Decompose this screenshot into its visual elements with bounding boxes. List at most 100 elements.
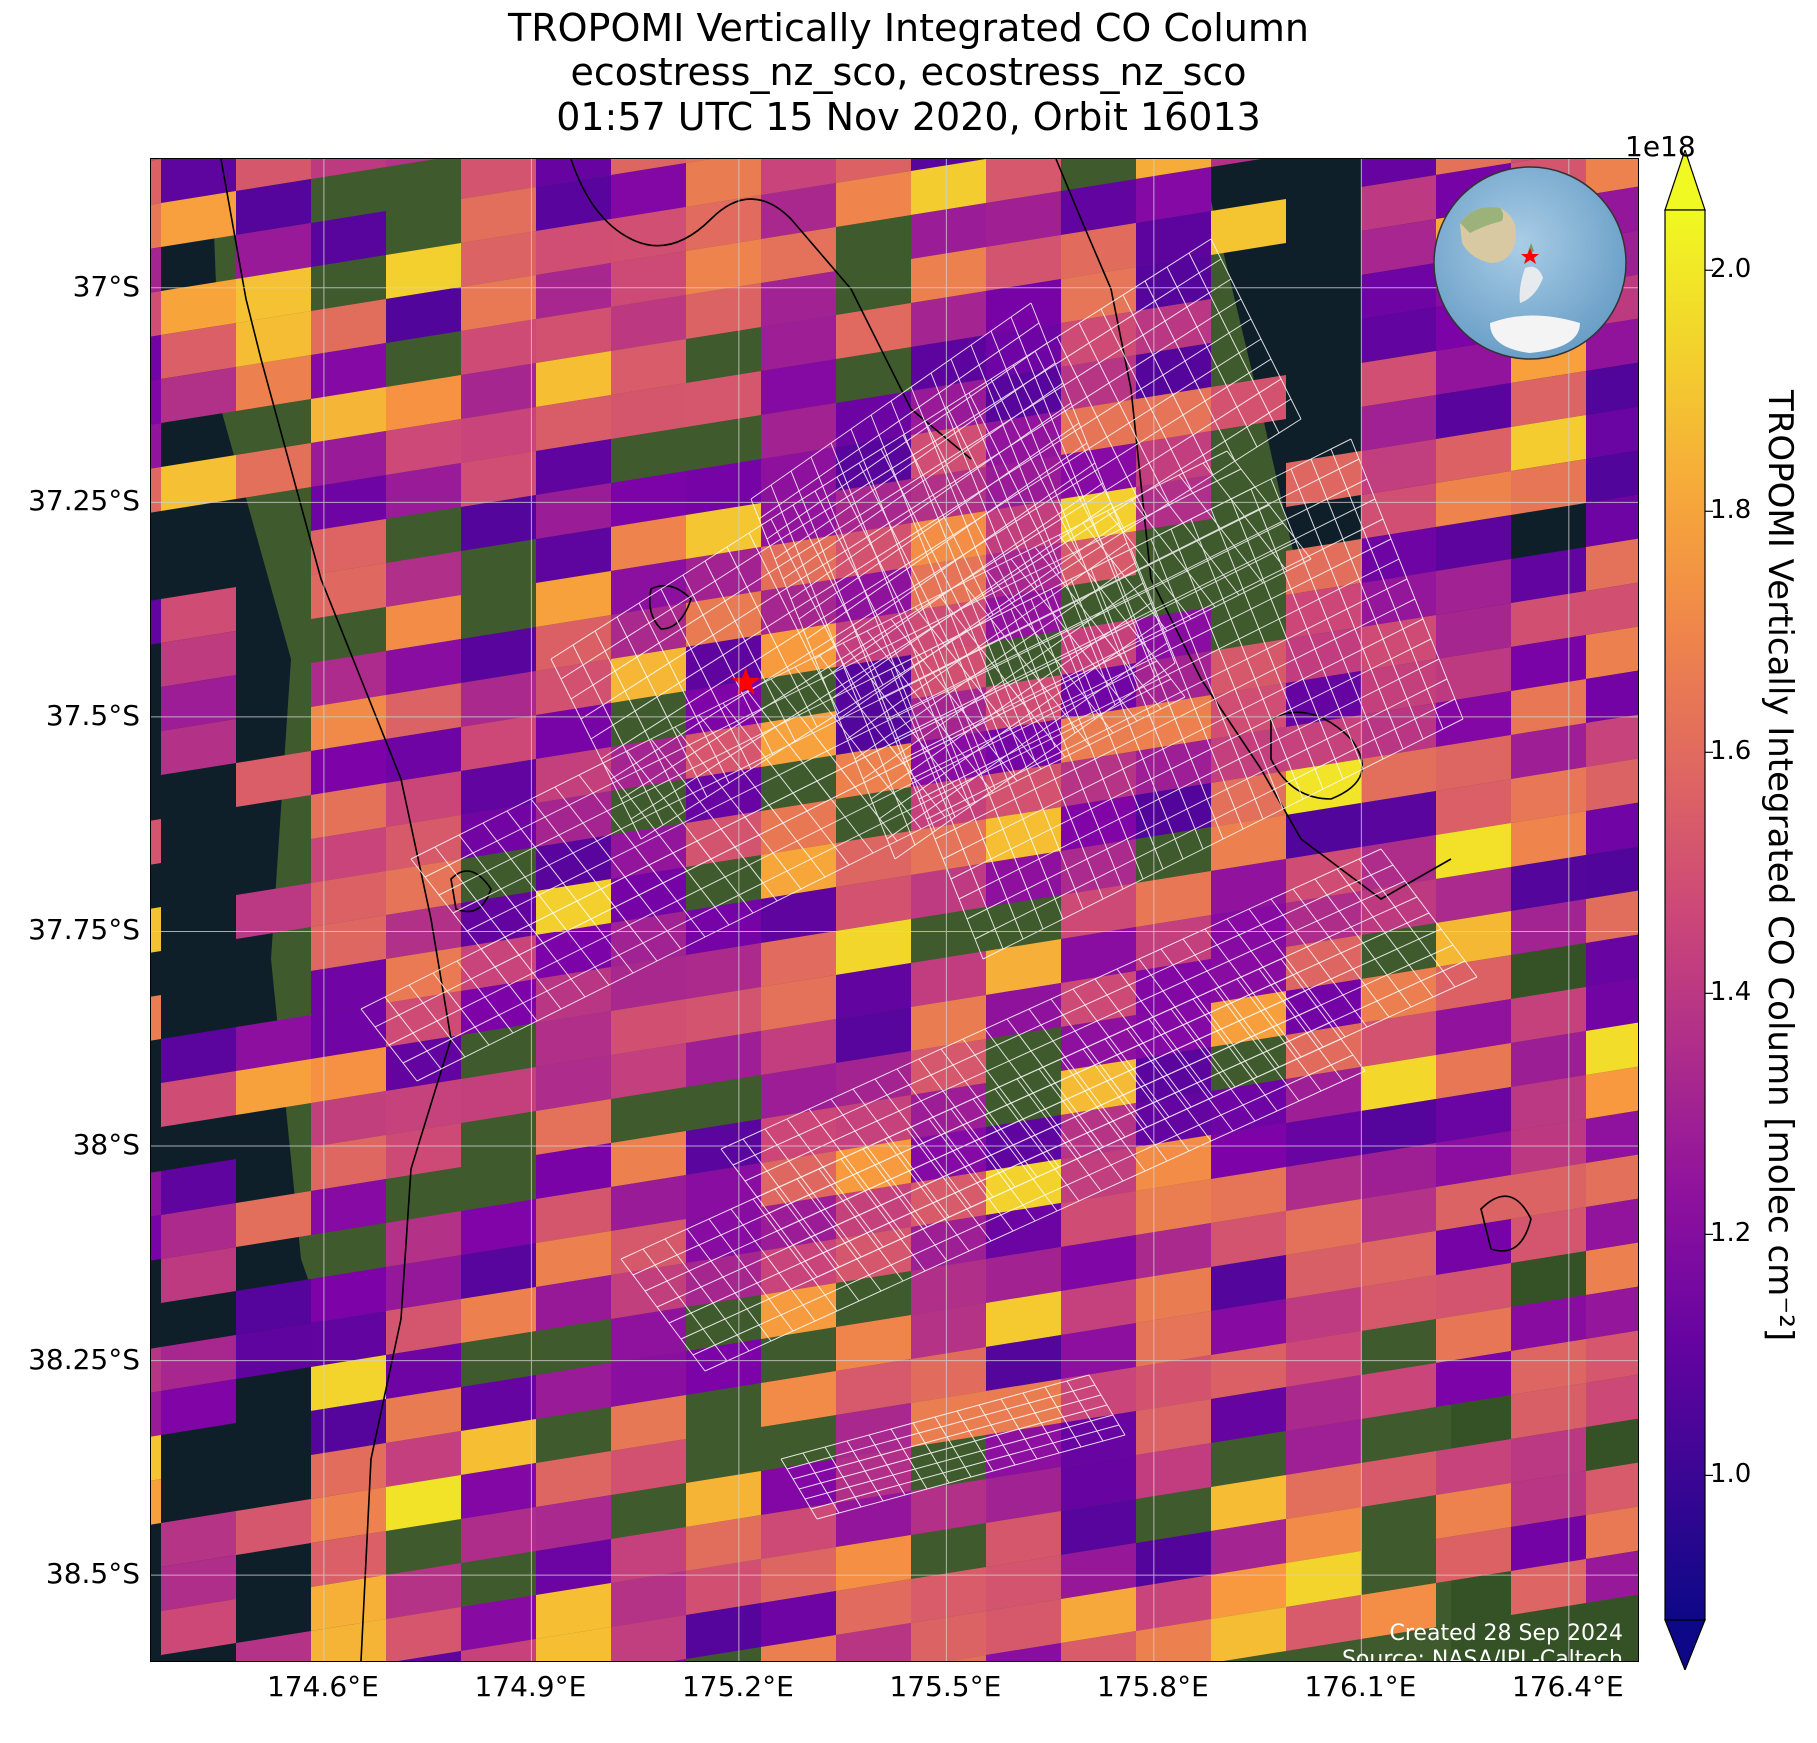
co-pixel: [1436, 603, 1511, 659]
co-pixel: [151, 203, 161, 249]
co-pixel: [311, 431, 386, 487]
co-pixel: [1211, 1167, 1286, 1223]
co-pixel: [1361, 1187, 1436, 1243]
co-pixel: [1211, 1079, 1286, 1135]
co-pixel: [311, 1267, 386, 1323]
co-pixel: [536, 1627, 611, 1661]
co-pixel: [1511, 679, 1586, 735]
co-pixel: [1136, 651, 1211, 707]
co-pixel: [1511, 1383, 1586, 1439]
co-pixel: [611, 1395, 686, 1451]
co-pixel: [611, 999, 686, 1055]
co-pixel: [311, 1355, 386, 1411]
co-pixel: [986, 191, 1061, 247]
co-pixel: [1136, 1619, 1211, 1661]
co-column-map: [151, 159, 1638, 1661]
colorbar-tick-label: 2.0: [1710, 254, 1752, 285]
co-pixel: [1211, 771, 1286, 827]
co-pixel: [761, 1239, 836, 1295]
co-pixel: [536, 159, 611, 187]
co-pixel: [686, 195, 761, 251]
co-pixel: [1361, 1583, 1436, 1639]
co-pixel: [1061, 1103, 1136, 1159]
co-pixel: [1361, 175, 1436, 231]
co-pixel: [1061, 1367, 1136, 1423]
co-pixel: [611, 647, 686, 703]
co-pixel: [461, 1375, 536, 1431]
co-pixel: [611, 1527, 686, 1583]
lat-tick-label: 37°S: [72, 269, 140, 303]
co-pixel: [1511, 1075, 1586, 1131]
co-pixel: [611, 163, 686, 219]
co-pixel: [836, 1491, 911, 1547]
co-pixel: [461, 979, 536, 1035]
co-pixel: [1286, 1463, 1361, 1519]
co-pixel: [311, 475, 386, 531]
co-pixel: [151, 1347, 161, 1393]
co-pixel: [151, 599, 161, 645]
co-pixel: [236, 443, 311, 499]
co-pixel: [236, 1631, 311, 1661]
colorbar-min-extend: [1664, 1619, 1706, 1670]
co-pixel: [1511, 635, 1586, 691]
co-pixel: [151, 1435, 161, 1481]
co-pixel: [911, 1567, 986, 1623]
co-pixel: [1436, 383, 1511, 439]
co-pixel: [1586, 538, 1638, 591]
co-pixel: [1586, 494, 1638, 547]
co-pixel: [386, 683, 461, 739]
co-pixel: [1061, 1587, 1136, 1643]
co-pixel: [1511, 1515, 1586, 1571]
co-pixel: [161, 159, 236, 203]
co-pixel: [1286, 1375, 1361, 1431]
co-pixel: [836, 1227, 911, 1283]
co-pixel: [686, 1251, 761, 1307]
co-pixel: [911, 863, 986, 919]
co-pixel: [386, 595, 461, 651]
co-pixel: [686, 1603, 761, 1659]
co-pixel: [1586, 450, 1638, 503]
co-pixel: [536, 1011, 611, 1067]
lon-tick-label: 175.5°E: [889, 1670, 1002, 1703]
co-pixel: [686, 987, 761, 1043]
co-pixel: [1436, 735, 1511, 791]
co-pixel: [536, 439, 611, 495]
co-pixel: [986, 1599, 1061, 1655]
co-pixel: [1286, 1419, 1361, 1475]
co-pixel: [161, 1599, 236, 1655]
co-pixel: [1136, 167, 1211, 223]
co-pixel: [836, 567, 911, 623]
co-pixel: [1586, 978, 1638, 1031]
co-pixel: [611, 1439, 686, 1495]
title-line-3: 01:57 UTC 15 Nov 2020, Orbit 16013: [556, 95, 1261, 139]
co-pixel: [461, 1287, 536, 1343]
co-pixel: [461, 187, 536, 243]
map-panel[interactable]: Created 28 Sep 2024 Source: NASA/JPL-Cal…: [150, 158, 1639, 1662]
co-pixel: [386, 375, 461, 431]
co-pixel: [1286, 1551, 1361, 1607]
co-pixel: [151, 379, 161, 425]
co-pixel: [948, 1655, 986, 1661]
co-pixel: [911, 643, 986, 699]
co-pixel: [1061, 267, 1136, 323]
co-pixel: [986, 763, 1061, 819]
co-pixel: [386, 287, 461, 343]
co-pixel: [311, 1047, 386, 1103]
credits: Created 28 Sep 2024 Source: NASA/JPL-Cal…: [1341, 1621, 1623, 1662]
co-pixel: [761, 1371, 836, 1427]
co-pixel: [386, 1123, 461, 1179]
co-pixel: [836, 1535, 911, 1591]
lat-tick-label: 37.5°S: [45, 698, 140, 732]
co-pixel: [536, 307, 611, 363]
source-credit: Source: NASA/JPL-Caltech: [1341, 1647, 1623, 1662]
co-pixel: [1061, 1147, 1136, 1203]
co-pixel: [1361, 1363, 1436, 1419]
co-pixel: [911, 203, 986, 259]
co-pixel: [686, 239, 761, 295]
co-pixel: [911, 467, 986, 523]
co-pixel: [1286, 627, 1361, 683]
co-pixel: [911, 1215, 986, 1271]
co-pixel: [1586, 1154, 1638, 1207]
co-pixel: [686, 459, 761, 515]
co-pixel: [536, 1539, 611, 1595]
